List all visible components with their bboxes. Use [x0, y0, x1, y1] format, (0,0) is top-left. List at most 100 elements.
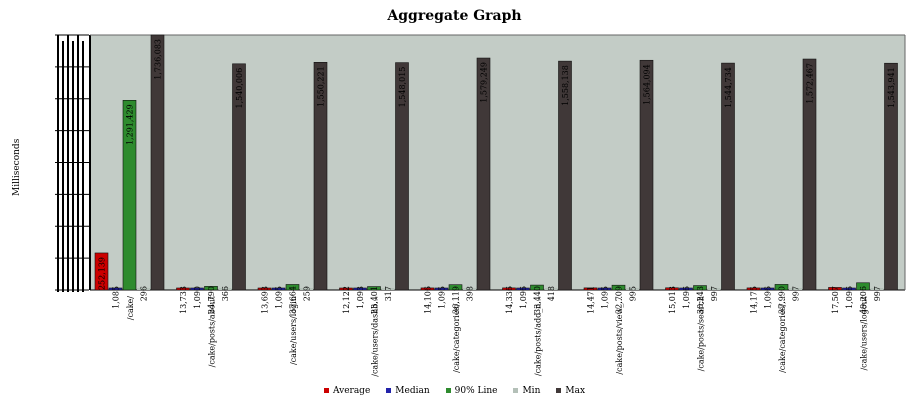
x-tick-label-5: /cake/posts/add_n...: [534, 296, 543, 376]
bar-max-7: [721, 62, 735, 291]
value-label-max-7: 1,544,734: [724, 67, 733, 108]
value-label-average-8: 14,175: [750, 286, 759, 314]
legend-label-max: Max: [565, 386, 586, 396]
value-label-median-7: 1,096: [682, 286, 691, 309]
value-label-median-4: 1,095: [438, 286, 447, 309]
value-label-90-line-7: 30,243: [696, 286, 705, 314]
value-label-average-6: 14,471: [587, 286, 596, 314]
bar-median-4: [434, 287, 449, 291]
value-label-max-1: 1,540,006: [235, 68, 244, 109]
bar-min-6: [626, 288, 639, 290]
value-label-90-line-1: 24,790: [207, 286, 216, 314]
bar-90-line-9: [856, 282, 870, 291]
chart-legend: Average Median 90% Line Min Max: [0, 386, 909, 396]
value-label-90-line-8: 37,990: [778, 286, 787, 314]
value-label-min-1: 366: [221, 286, 230, 301]
value-label-min-2: 259: [303, 286, 312, 301]
bar-average-1: [176, 287, 190, 291]
value-label-90-line-6: 32,709: [615, 286, 624, 314]
bar-max-6: [639, 59, 654, 291]
value-label-median-5: 1,096: [519, 286, 528, 309]
chart-title: Aggregate Graph: [387, 8, 522, 24]
bar-min-7: [707, 288, 721, 290]
bar-min-8: [789, 288, 802, 290]
x-tick-label-2: /cake/users/login: [289, 296, 298, 365]
x-tick-label-7: /cake/posts/search: [697, 296, 706, 371]
value-label-min-3: 317: [384, 286, 393, 301]
x-tick-label-8: /cake/categories/...: [778, 296, 787, 373]
bar-max-0: [150, 34, 165, 291]
value-label-max-2: 1,550,221: [317, 66, 326, 107]
value-label-90-line-2: 37,664: [289, 286, 298, 314]
legend-label-90-line: 90% Line: [454, 386, 498, 396]
legend-swatch-average: [323, 388, 329, 393]
value-label-max-3: 1,548,015: [398, 67, 407, 108]
bar-max-3: [395, 62, 409, 291]
bar-min-0: [137, 288, 150, 290]
value-label-max-5: 1,558,138: [561, 65, 570, 106]
x-tick-label-3: /cake/users/dashb...: [371, 296, 380, 377]
bar-min-1: [218, 288, 232, 290]
value-label-median-9: 1,096: [845, 286, 854, 309]
bar-max-2: [313, 61, 328, 291]
value-label-max-6: 1,564,094: [643, 64, 652, 105]
bar-90-line-1: [204, 286, 218, 291]
bar-max-4: [476, 57, 491, 291]
legend-label-average: Average: [332, 386, 371, 396]
bar-max-8: [802, 58, 817, 291]
bar-median-5: [516, 287, 530, 291]
bar-90-line-4: [448, 284, 463, 291]
bar-min-4: [463, 288, 476, 290]
value-label-min-5: 418: [547, 286, 556, 301]
x-tick-label-6: /cake/posts/view_...: [615, 296, 624, 375]
value-label-90-line-9: 49,206: [859, 286, 868, 314]
legend-item-median: Median: [386, 386, 430, 396]
value-label-average-7: 15,013: [668, 286, 677, 314]
bar-median-6: [597, 287, 612, 291]
bar-median-7: [679, 287, 693, 291]
value-label-average-5: 14,336: [505, 286, 514, 314]
legend-label-median: Median: [395, 386, 430, 396]
value-label-median-6: 1,095: [601, 286, 610, 309]
x-tick-label-1: /cake/posts/about: [208, 295, 217, 367]
legend-item-max: Max: [556, 386, 585, 396]
value-label-90-line-5: 33,440: [533, 286, 542, 314]
value-label-median-3: 1,093: [356, 286, 365, 309]
value-label-median-2: 1,095: [275, 286, 284, 309]
value-label-max-9: 1,543,941: [887, 67, 896, 108]
value-label-90-line-4: 36,119: [452, 286, 461, 314]
value-label-max-4: 1,579,249: [480, 62, 489, 103]
plot-area: [90, 35, 905, 290]
bar-median-1: [190, 287, 204, 291]
value-label-average-1: 13,733: [179, 286, 188, 314]
bar-average-0: [94, 252, 109, 291]
value-label-min-7: 997: [710, 286, 719, 301]
bar-average-5: [502, 287, 516, 291]
value-label-average-4: 14,106: [424, 286, 433, 314]
bar-average-3: [339, 287, 353, 291]
bar-max-1: [232, 63, 246, 291]
value-label-average-2: 13,693: [261, 286, 270, 314]
bar-90-line-3: [367, 286, 381, 291]
value-label-average-9: 17,507: [831, 286, 840, 314]
x-tick-label-4: /cake/categories/...: [452, 296, 461, 373]
bar-median-9: [842, 287, 856, 291]
bar-min-9: [870, 288, 884, 290]
bar-median-8: [760, 287, 775, 291]
value-label-min-8: 997: [792, 286, 801, 301]
bar-90-line-0: [122, 100, 137, 291]
value-label-min-0: 296: [140, 286, 149, 301]
legend-swatch-max: [556, 388, 562, 393]
bar-max-9: [884, 62, 898, 291]
bar-90-line-8: [774, 284, 789, 291]
legend-item-90-line: 90% Line: [445, 386, 498, 396]
bar-median-0: [108, 287, 123, 291]
legend-item-min: Min: [513, 386, 540, 396]
value-label-min-6: 995: [629, 286, 638, 301]
bar-average-4: [420, 287, 435, 291]
bar-90-line-5: [530, 284, 544, 291]
value-label-max-8: 1,572,467: [806, 63, 815, 104]
bar-average-6: [583, 287, 598, 291]
value-label-90-line-3: 23,401: [370, 286, 379, 314]
